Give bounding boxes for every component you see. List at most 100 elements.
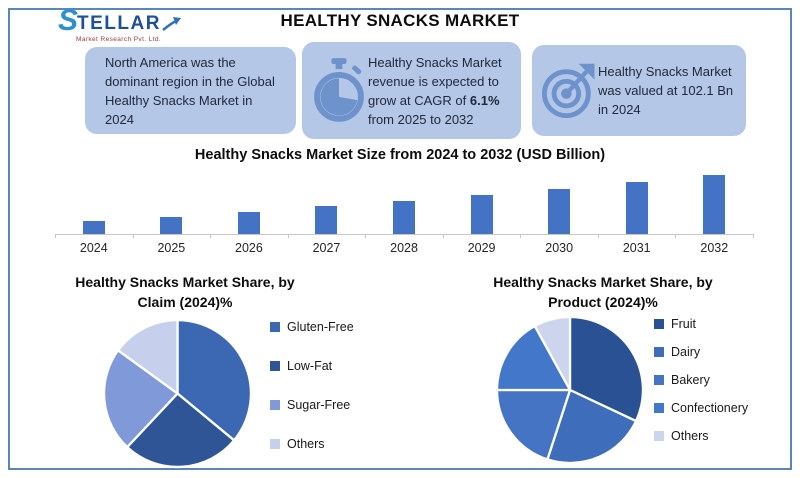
bar-2024	[82, 221, 105, 234]
bar-2032	[703, 175, 726, 234]
pie-slice-sugar-free	[102, 349, 179, 449]
pie-chart-product	[495, 315, 645, 465]
pie-product-title: Healthy Snacks Market Share, by Product …	[448, 272, 758, 312]
bar-chart-title: Healthy Snacks Market Size from 2024 to …	[194, 147, 606, 163]
highlight-region-text: North America was the dominant region in…	[105, 54, 275, 127]
bar-2027	[315, 206, 338, 234]
bar-slot	[365, 172, 443, 234]
pie-slice-confectionery	[495, 324, 572, 392]
axis-tick	[210, 234, 212, 238]
x-axis-label: 2030	[545, 241, 574, 255]
x-axis-label: 2031	[622, 241, 651, 255]
stopwatch-icon	[310, 55, 368, 127]
axis-tick	[365, 234, 367, 238]
outer-frame	[8, 8, 792, 470]
axis-tick	[753, 234, 754, 238]
bar-2028	[393, 201, 416, 234]
legend-label: Dairy	[671, 345, 701, 359]
x-axis-label: 2028	[390, 241, 418, 255]
legend-label: Low-Fat	[287, 359, 333, 373]
stellar-logo: S TELLAR Market Research Pvt. Ltd.	[58, 6, 208, 43]
bar-slot	[520, 172, 598, 234]
bar-2031	[625, 182, 648, 234]
pie-slice-fruit	[568, 315, 645, 423]
legend-swatch	[654, 347, 664, 357]
cagr-value: 6.1%	[469, 92, 500, 108]
legend-item: Fruit	[654, 314, 748, 334]
axis-tick	[55, 234, 56, 238]
bar-slot	[210, 172, 288, 234]
x-axis-label: 2026	[235, 241, 263, 255]
legend-swatch	[270, 361, 280, 371]
x-axis-label: 2029	[467, 241, 496, 255]
pie-product-title-line1: Healthy Snacks Market Share, by	[493, 274, 713, 290]
pie-chart-claim	[102, 318, 253, 469]
legend-item: Others	[654, 426, 748, 446]
highlight-cagr-text: Healthy Snacks Market revenue is expecte…	[368, 53, 513, 129]
logo-text: TELLAR	[77, 13, 161, 34]
axis-tick	[442, 234, 444, 238]
legend-swatch	[654, 431, 664, 441]
x-axis-label: 2025	[157, 241, 186, 255]
legend-item: Bakery	[654, 370, 748, 390]
highlight-card-value: Healthy Snacks Market was valued at 102.…	[532, 45, 746, 136]
cagr-text-before: Healthy Snacks Market revenue is expecte…	[368, 54, 502, 108]
highlight-value-text: Healthy Snacks Market was valued at 102.…	[598, 64, 734, 117]
logo-s-swoosh: S	[58, 4, 79, 37]
legend-swatch	[270, 400, 280, 410]
axis-tick	[287, 234, 289, 238]
x-axis-label: 2027	[312, 241, 341, 255]
legend-item: Dairy	[654, 342, 748, 362]
bar-slot	[55, 172, 133, 234]
pie-claim-title: Healthy Snacks Market Share, by Claim (2…	[30, 272, 340, 312]
axis-tick	[597, 234, 599, 238]
logo-arrow-icon	[162, 17, 181, 32]
pie-claim-title-line1: Healthy Snacks Market Share, by	[75, 274, 295, 290]
pie-slice-dairy	[546, 388, 638, 465]
bar-slot	[288, 172, 366, 234]
x-axis-label: 2032	[700, 241, 729, 255]
legend-swatch	[270, 322, 280, 332]
pie-product-legend: Fruit Dairy Bakery Confectionery Others	[654, 314, 748, 454]
axis-tick	[675, 234, 677, 238]
logo-wordmark: S TELLAR	[58, 6, 208, 36]
bar-slot	[443, 172, 521, 234]
pie-slice-others	[533, 315, 572, 392]
legend-swatch	[654, 403, 664, 413]
bar-chart-plot	[55, 172, 754, 238]
legend-swatch	[270, 439, 280, 449]
pie-slice-others	[116, 318, 179, 395]
legend-label: Sugar-Free	[287, 398, 351, 412]
legend-item: Gluten-Free	[270, 316, 354, 338]
legend-label: Confectionery	[671, 401, 749, 415]
bar-slot	[133, 172, 211, 234]
legend-label: Others	[287, 437, 325, 451]
legend-swatch	[654, 375, 664, 385]
legend-label: Fruit	[671, 317, 696, 331]
pie-slice-gluten-free	[176, 318, 253, 442]
bar-slot	[676, 172, 754, 234]
pie-claim-legend: Gluten-Free Low-Fat Sugar-Free Others	[270, 316, 354, 472]
bar-2029	[470, 195, 493, 234]
bar-2026	[237, 212, 260, 234]
pie-claim-title-line2: Claim (2024)%	[137, 294, 233, 310]
legend-item: Confectionery	[654, 398, 748, 418]
highlight-card-region: North America was the dominant region in…	[85, 47, 296, 134]
page-title: HEALTHY SNACKS MARKET	[280, 11, 520, 30]
highlight-card-cagr: Healthy Snacks Market revenue is expecte…	[302, 42, 521, 139]
legend-label: Gluten-Free	[287, 320, 354, 334]
legend-label: Others	[671, 429, 709, 443]
bar-slot	[598, 172, 676, 234]
axis-tick	[520, 234, 522, 238]
legend-label: Bakery	[671, 373, 710, 387]
bar-chart-x-axis-labels: 2024 2025 2026 2027 2028 2029 2030 2031 2032	[55, 241, 753, 255]
legend-swatch	[654, 319, 664, 329]
pie-product-title-line2: Product (2024)%	[548, 294, 658, 310]
legend-item: Sugar-Free	[270, 394, 354, 416]
legend-item: Low-Fat	[270, 355, 354, 377]
pie-slice-low-fat	[126, 392, 236, 469]
pie-slice-bakery	[495, 388, 572, 461]
bar-2030	[548, 189, 571, 234]
bar-2025	[160, 217, 183, 234]
